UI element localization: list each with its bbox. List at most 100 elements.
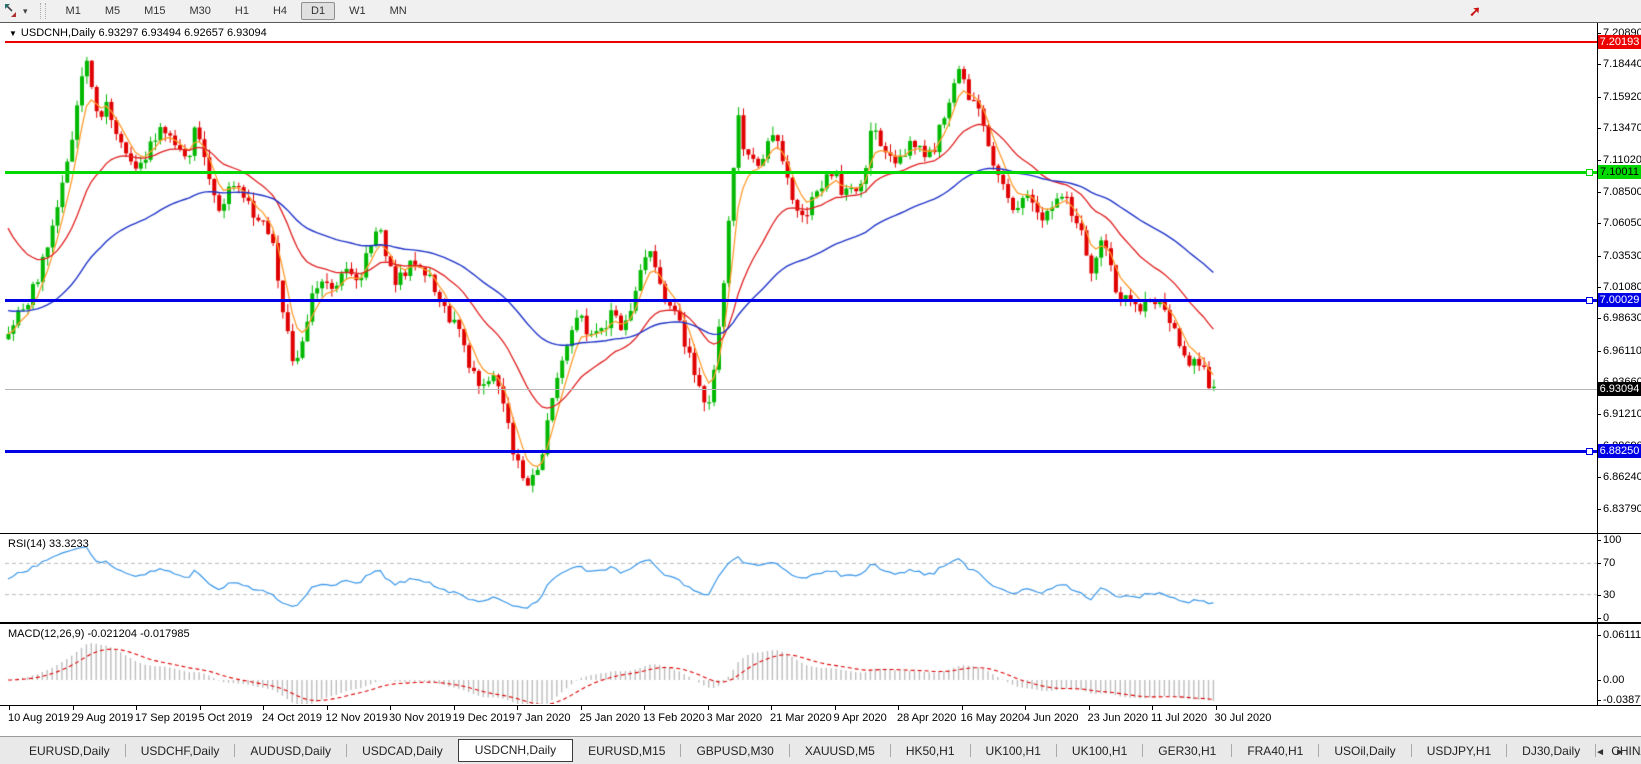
timeframe-button-m30[interactable]: M30 [189,5,211,17]
timeframe-button-mn[interactable]: MN [389,5,407,17]
chart-dropdown-icon[interactable]: ▼ [9,29,17,38]
date-tick [9,706,10,710]
date-label: 29 Aug 2019 [71,712,134,724]
date-tick [771,706,772,710]
date-label: 5 Oct 2019 [198,712,253,724]
date-tick [72,706,74,710]
price-tick [1597,318,1601,320]
horizontal-line[interactable] [5,169,1597,177]
chart-tab-usoil-daily[interactable]: USOil,Daily [1334,743,1396,758]
tab-separator [234,744,236,757]
timeframe-buttons: M1 M5 M15 M30 H1 H4 D1 W1 MN [56,2,417,20]
date-axis-pane[interactable] [0,705,1641,738]
price-tick-label: 7.11020 [1603,153,1641,166]
date-label: 11 Jul 2020 [1151,712,1208,724]
chart-tabbar: EURUSD,Daily USDCHF,Daily AUDUSD,Daily USDC… [0,736,1641,764]
chart-tab-uk100-h1[interactable]: UK100,H1 [985,743,1041,758]
chart-tabs: EURUSD,Daily USDCHF,Daily AUDUSD,Daily USDC… [14,737,1641,764]
rsi-tick-label: 100 [1603,534,1622,546]
timeframe-button-m1[interactable]: M1 [65,5,81,17]
date-tick [136,706,137,710]
rsi-canvas[interactable] [5,534,1597,621]
date-label: 30 Nov 2019 [389,712,452,724]
chart-tab-usdcnh-daily[interactable]: USDCNH,Daily [457,739,574,762]
level-endpoint-handle[interactable] [1586,297,1593,305]
price-tick [1597,286,1601,288]
price-tick-label: 7.06050 [1603,217,1641,230]
tab-separator [1595,744,1597,757]
chart-tab-eurusd-m15[interactable]: EURUSD,M15 [588,743,666,758]
timeframe-button-h4[interactable]: H4 [272,5,288,17]
date-label: 13 Feb 2020 [643,712,705,724]
price-badge: 6.88250 [1598,444,1641,459]
tab-separator [1506,744,1508,757]
macd-canvas[interactable] [5,624,1597,704]
chart-tab-dj30-daily[interactable]: DJ30,Daily [1522,743,1581,758]
chart-tab-uk100-h1[interactable]: UK100,H1 [1071,743,1128,758]
timeframe-button-d1[interactable]: D1 [301,2,336,20]
price-tick-label: 7.03530 [1603,249,1641,262]
tab-separator [1055,744,1057,757]
chart-tab-usdjpy-h1[interactable]: USDJPY,H1 [1426,743,1492,758]
support-line[interactable] [5,448,1597,456]
chart-tab-usdcad-daily[interactable]: USDCAD,Daily [362,743,443,758]
tab-scroll-right-icon[interactable]: ► [1615,747,1625,758]
chart-tab-fra40-h1[interactable]: FRA40,H1 [1247,743,1304,758]
toolbar-dropdown-caret-icon[interactable]: ▾ [23,5,28,16]
timeframe-button-m15[interactable]: M15 [144,5,166,17]
chart-tab-hk50-h1[interactable]: HK50,H1 [905,743,955,758]
chart-tab-eurusd-daily[interactable]: EURUSD,Daily [29,743,110,758]
tab-separator [124,744,126,757]
rsi-tick-label: 70 [1603,557,1616,570]
chart-tab-xauusd-m5[interactable]: XAUUSD,M5 [804,743,875,758]
date-tick [263,706,264,710]
ohlc-values: 6.93297 6.93494 6.92657 6.93094 [98,27,267,39]
toolbar-grip[interactable] [39,3,46,19]
price-badge: 7.00029 [1598,293,1641,308]
price-tick-label: 6.91210 [1603,407,1641,420]
date-label: 12 Nov 2019 [325,712,388,724]
tab-scroll-left-icon[interactable]: ◄ [1595,747,1605,758]
chart-title: ▼ USDCNH,Daily 6.93297 6.93494 6.92657 6.… [9,27,267,39]
date-tick [1088,706,1090,710]
tab-separator [788,744,790,757]
chart-tab-gbpusd-m30[interactable]: GBPUSD,M30 [696,743,774,758]
level-endpoint-handle[interactable] [1586,169,1593,177]
chart-tab-ger30-h1[interactable]: GER30,H1 [1158,743,1217,758]
crosshair-tool-icon[interactable] [4,3,22,19]
date-tick [1215,706,1217,710]
tab-separator [1318,744,1320,757]
level-endpoint-handle[interactable] [1586,448,1593,456]
price-tick [1597,64,1601,66]
macd-indicator-label: MACD(12,26,9) -0.021204 -0.017985 [8,628,190,640]
date-label: 28 Apr 2020 [897,712,957,724]
red-arrow-icon[interactable]: ➚ [1469,3,1481,19]
horizontal-line[interactable] [5,297,1597,305]
chart-tab-usdchf-daily[interactable]: USDCHF,Daily [140,743,220,758]
timeframe-button-m5[interactable]: M5 [104,5,121,17]
price-badge: 7.10011 [1598,165,1641,180]
rsi-tick-label: 0 [1603,612,1610,624]
date-tick [834,706,836,710]
price-axis-line [1597,23,1598,705]
current-price-line[interactable] [5,388,1597,390]
price-tick [1597,477,1601,479]
date-label: 19 Dec 2019 [452,712,515,724]
price-badge: 6.93094 [1598,382,1641,397]
price-tick-label: 7.15920 [1603,90,1641,103]
price-tick [1597,191,1601,193]
timeframe-button-h1[interactable]: H1 [234,5,249,17]
candlestick-canvas[interactable] [5,23,1597,532]
timeframe-button-w1[interactable]: W1 [349,5,366,17]
date-label: 7 Jan 2020 [516,712,571,724]
resistance-line[interactable] [5,40,1597,43]
price-tick-label: 7.01080 [1603,280,1641,293]
price-tick-label: 6.96110 [1603,344,1641,357]
date-label: 30 Jul 2020 [1214,712,1272,724]
date-tick [1152,706,1153,710]
date-tick [390,706,391,710]
macd-tick [1597,700,1601,701]
price-tick [1597,350,1601,352]
chart-tab-audusd-daily[interactable]: AUDUSD,Daily [250,743,332,758]
chart-tab-china300-h4[interactable]: CHINA300,H4 [1611,743,1641,758]
